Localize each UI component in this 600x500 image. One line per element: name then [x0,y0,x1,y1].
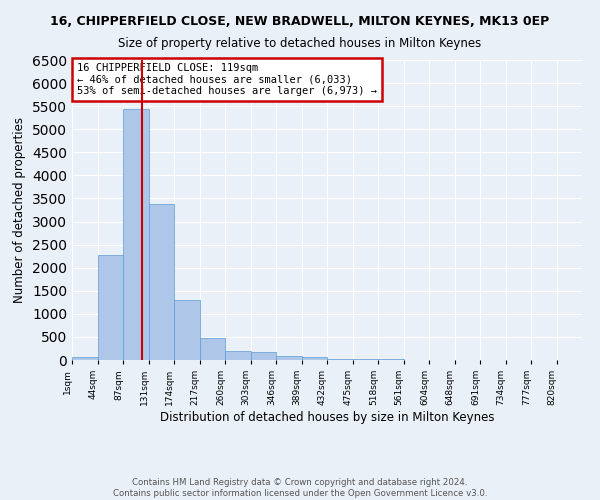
Bar [251,352,276,360]
Bar [225,351,251,360]
Bar [199,338,225,360]
Text: Size of property relative to detached houses in Milton Keynes: Size of property relative to detached ho… [118,38,482,51]
Bar [149,204,174,360]
Bar [353,359,378,360]
Bar [72,356,97,360]
Text: 16 CHIPPERFIELD CLOSE: 119sqm
← 46% of detached houses are smaller (6,033)
53% o: 16 CHIPPERFIELD CLOSE: 119sqm ← 46% of d… [77,63,377,96]
Text: 16, CHIPPERFIELD CLOSE, NEW BRADWELL, MILTON KEYNES, MK13 0EP: 16, CHIPPERFIELD CLOSE, NEW BRADWELL, MI… [50,15,550,28]
Bar [97,255,123,360]
Bar [276,356,302,360]
X-axis label: Distribution of detached houses by size in Milton Keynes: Distribution of detached houses by size … [160,411,494,424]
Bar [327,358,353,360]
Bar [123,110,149,360]
Y-axis label: Number of detached properties: Number of detached properties [13,117,26,303]
Bar [302,358,327,360]
Text: Contains HM Land Registry data © Crown copyright and database right 2024.
Contai: Contains HM Land Registry data © Crown c… [113,478,487,498]
Bar [174,300,199,360]
